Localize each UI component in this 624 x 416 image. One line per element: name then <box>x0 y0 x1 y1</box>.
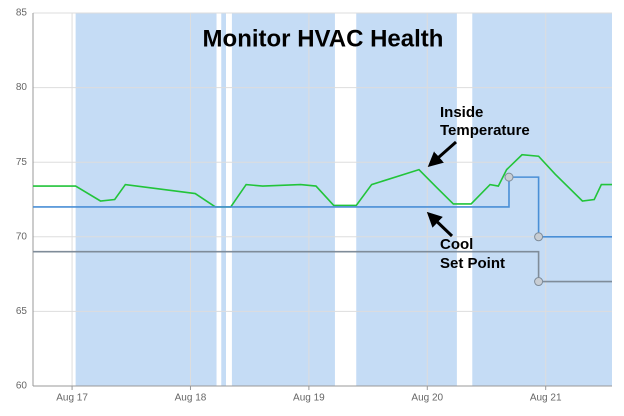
band <box>356 13 457 386</box>
point-marker <box>504 172 514 182</box>
y-tick-label: 60 <box>16 381 28 392</box>
annotation-arrow <box>426 211 454 238</box>
annotation-arrow <box>427 140 457 167</box>
x-tick-label: Aug 20 <box>411 393 443 404</box>
y-tick-label: 85 <box>16 8 28 19</box>
series-line <box>33 153 612 208</box>
series-line <box>33 176 612 238</box>
y-tick-label: 75 <box>16 157 28 168</box>
annotation: Cool <box>440 236 473 253</box>
annotation: Set Point <box>440 255 505 272</box>
annotation: Inside <box>440 104 483 121</box>
series-line <box>33 250 612 283</box>
y-tick-label: 70 <box>16 231 28 242</box>
annotation: Temperature <box>440 122 530 139</box>
band <box>231 13 335 386</box>
band <box>221 13 226 386</box>
y-tick-label: 65 <box>16 306 28 317</box>
point-marker <box>534 232 544 242</box>
x-tick-label: Aug 19 <box>293 393 325 404</box>
y-tick-label: 80 <box>16 82 28 93</box>
point-marker <box>534 277 544 287</box>
x-tick-label: Aug 18 <box>175 393 207 404</box>
x-tick-label: Aug 17 <box>56 393 88 404</box>
x-tick-label: Aug 21 <box>530 393 562 404</box>
chart-title: Monitor HVAC Health <box>203 25 444 52</box>
